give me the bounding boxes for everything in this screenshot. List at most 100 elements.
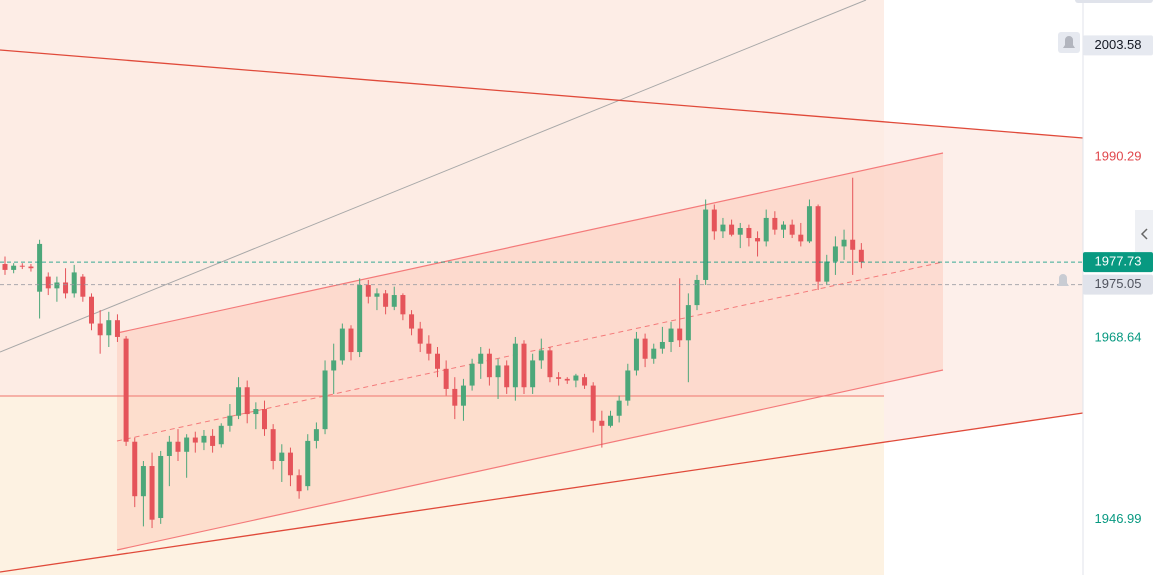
candle-body — [184, 437, 190, 452]
candle-body — [469, 363, 475, 386]
candle-body — [789, 224, 795, 235]
candle-body — [547, 350, 553, 378]
candle-body — [608, 415, 613, 426]
candle-body — [262, 409, 267, 430]
candle-body — [633, 338, 639, 371]
candle-body — [63, 282, 69, 294]
candle-body — [452, 388, 458, 406]
candle-body — [512, 343, 518, 388]
candle-body — [504, 365, 510, 388]
candle-body — [140, 466, 146, 497]
candle-body — [89, 296, 94, 324]
candle-body — [737, 227, 743, 235]
candle-body — [54, 282, 60, 289]
candle-body — [435, 353, 440, 369]
candle-body — [426, 343, 432, 354]
candle-body — [374, 293, 380, 297]
candle-body — [201, 435, 207, 443]
candle-body — [582, 377, 588, 386]
candle-body — [720, 224, 726, 232]
candle-body — [599, 420, 605, 426]
candle-body — [677, 328, 683, 341]
candle-body — [383, 293, 389, 307]
candle-body — [703, 209, 709, 280]
candle-body — [642, 338, 648, 359]
candle-body — [287, 452, 293, 476]
candle-body — [763, 217, 769, 242]
candle-body — [772, 217, 778, 230]
candle-body — [192, 437, 198, 443]
candle-body — [832, 246, 838, 262]
candle-body — [28, 266, 34, 269]
candle-body — [850, 239, 856, 250]
candle-body — [538, 350, 544, 361]
price-label: 1990.29 — [1095, 148, 1142, 163]
candle-body — [806, 206, 812, 242]
candle-body — [123, 338, 129, 442]
candle-body — [305, 440, 311, 487]
candle-body — [478, 353, 484, 364]
candle-body — [781, 224, 786, 230]
candle-body — [521, 343, 527, 388]
inner-channel-bottom — [116, 369, 944, 551]
candle-body — [253, 409, 259, 415]
price-label: 1977.73 — [1095, 254, 1142, 269]
candle-body — [486, 353, 492, 378]
candle-body — [331, 360, 337, 371]
alert-icon[interactable] — [1058, 32, 1080, 53]
candle-body — [296, 475, 302, 492]
candle-body — [841, 239, 847, 247]
trend-line — [0, 0, 867, 353]
candle-body — [244, 387, 250, 415]
candle-body — [166, 441, 172, 456]
candle-body — [365, 284, 371, 297]
candle-body — [218, 425, 224, 445]
candle-body — [530, 360, 536, 388]
price-label: 2003.58 — [1095, 37, 1142, 52]
price-label: 1968.64 — [1095, 330, 1142, 345]
candle-body — [236, 387, 242, 416]
candle-body — [227, 415, 233, 426]
candle-body — [106, 320, 112, 336]
candle-body — [625, 370, 631, 401]
candle-body — [175, 441, 181, 452]
candle-body — [19, 265, 25, 267]
candle-body — [409, 314, 415, 329]
candle-body — [417, 328, 423, 344]
candle-body — [798, 234, 804, 242]
collapse-icon[interactable] — [1140, 228, 1148, 240]
candle-body — [858, 249, 864, 263]
candle-body — [114, 320, 120, 337]
outer-channel-top — [0, 49, 1084, 139]
candle-body — [158, 455, 164, 519]
inner-channel-top — [116, 152, 944, 334]
candle-body — [97, 323, 103, 336]
candle-body — [357, 284, 363, 353]
price-label: 1946.99 — [1095, 511, 1142, 526]
candle-body — [668, 328, 674, 342]
candle-body — [815, 206, 821, 282]
candle-body — [616, 400, 622, 416]
candle-body — [2, 264, 8, 270]
price-label-box — [1083, 35, 1153, 56]
candle-body — [694, 279, 700, 306]
price-label-box — [1083, 252, 1153, 273]
inner-channel-mid — [116, 261, 944, 442]
candle-body — [270, 429, 276, 462]
candle-body — [400, 295, 406, 315]
axis-handle — [1075, 0, 1153, 3]
candle-body — [659, 341, 665, 349]
candle-body — [391, 295, 397, 307]
candle-body — [279, 452, 285, 462]
alert-icon[interactable] — [1057, 274, 1069, 286]
candle-body — [460, 385, 466, 406]
candle-body — [210, 435, 216, 446]
outer-channel-bottom — [0, 412, 1084, 573]
candle-body — [746, 227, 752, 239]
candle-body — [729, 224, 735, 235]
candle-body — [495, 365, 501, 378]
candle-body — [590, 385, 596, 421]
candle-body — [322, 370, 328, 430]
